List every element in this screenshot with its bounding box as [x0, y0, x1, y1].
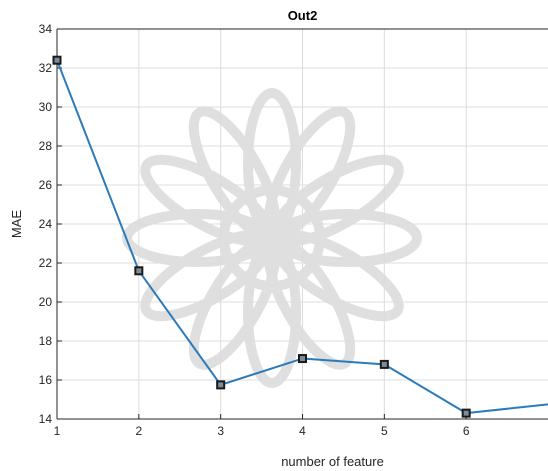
- y-tick-label: 28: [39, 139, 53, 153]
- watermark-petal: [140, 154, 274, 247]
- x-tick-label: 4: [299, 424, 306, 438]
- y-tick-label: 26: [39, 178, 53, 192]
- x-axis-label: number of feature: [281, 454, 384, 469]
- axes: [56, 28, 548, 420]
- grid-lines: [56, 28, 548, 420]
- y-tick-label: 30: [39, 100, 53, 114]
- watermark-ring: [219, 185, 325, 291]
- y-tick-label: 34: [39, 22, 53, 36]
- watermark-petal: [140, 229, 274, 322]
- y-tick-label: 20: [39, 295, 53, 309]
- x-tick-label: 3: [217, 424, 224, 438]
- y-tick-label: 14: [39, 412, 53, 426]
- watermark-petal: [270, 229, 404, 322]
- x-tick-label: 6: [463, 424, 470, 438]
- x-tick-label: 5: [381, 424, 388, 438]
- y-tick-label: 16: [39, 373, 53, 387]
- x-tick-label: 2: [135, 424, 142, 438]
- y-tick-label: 22: [39, 256, 53, 270]
- x-tick-label: 1: [54, 424, 61, 438]
- y-axis-label: MAE: [9, 210, 24, 239]
- y-tick-label: 24: [39, 217, 53, 231]
- y-tick-label: 32: [39, 61, 53, 75]
- watermark-petal: [188, 236, 281, 370]
- data-point-marker: [461, 408, 471, 418]
- data-point-marker: [216, 380, 226, 390]
- watermark-petal: [243, 88, 301, 238]
- data-point-marker: [134, 266, 144, 276]
- y-tick-label: 18: [39, 334, 53, 348]
- watermark-petal: [270, 154, 404, 247]
- data-point-marker: [379, 359, 389, 369]
- watermark-petal: [243, 238, 301, 388]
- data-point-marker: [298, 354, 307, 364]
- chart-title: Out2: [288, 8, 318, 23]
- data-series: [52, 55, 548, 418]
- watermark-petal: [272, 209, 422, 267]
- watermark-petal: [263, 236, 356, 370]
- data-point-marker: [52, 55, 62, 65]
